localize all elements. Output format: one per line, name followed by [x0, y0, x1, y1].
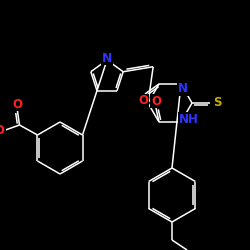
- Text: S: S: [213, 96, 221, 110]
- Text: O: O: [12, 98, 22, 110]
- Text: N: N: [102, 52, 112, 64]
- Text: O: O: [138, 94, 148, 108]
- Text: O: O: [151, 94, 161, 108]
- Text: HO: HO: [0, 124, 6, 136]
- Text: NH: NH: [179, 112, 199, 126]
- Text: N: N: [178, 82, 188, 96]
